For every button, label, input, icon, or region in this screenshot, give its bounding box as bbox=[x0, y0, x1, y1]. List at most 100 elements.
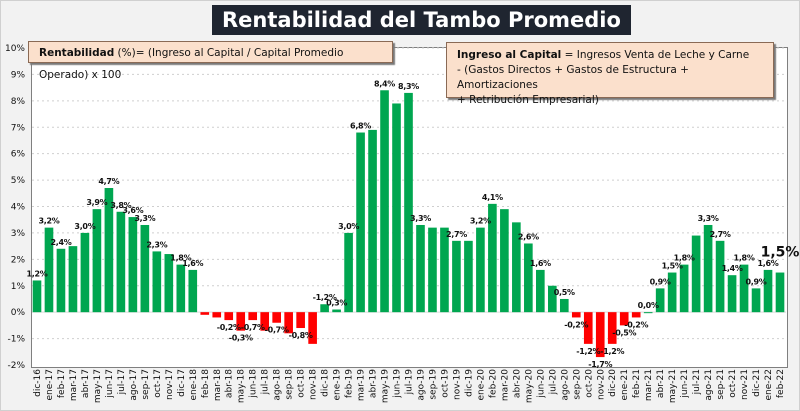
bar-abr-17 bbox=[80, 232, 90, 313]
formula-right-line3: + Retribución Empresarial) bbox=[457, 94, 599, 106]
formula-note-right: Ingreso al Capital = Ingresos Venta de L… bbox=[446, 42, 774, 106]
data-label: 6,8% bbox=[350, 122, 371, 131]
x-tick-label: jun-20 bbox=[536, 369, 546, 399]
x-tick-label: may-19 bbox=[381, 369, 391, 403]
y-tick-label: 10% bbox=[5, 44, 25, 54]
x-tick-label: oct-19 bbox=[440, 369, 450, 398]
data-label: 2,4% bbox=[50, 238, 71, 247]
bar-may-18 bbox=[236, 312, 246, 331]
x-tick-label: jul-18 bbox=[261, 369, 271, 396]
x-tick-label: jun-21 bbox=[680, 369, 690, 399]
data-label: 1,2% bbox=[26, 269, 47, 278]
x-tick-label: may-18 bbox=[237, 369, 247, 403]
x-tick-label: sep-19 bbox=[428, 369, 438, 400]
x-tick-label: nov-19 bbox=[452, 369, 462, 400]
x-tick-label: feb-19 bbox=[345, 369, 355, 398]
data-label: 0,5% bbox=[554, 288, 575, 297]
x-tick-label: feb-20 bbox=[488, 369, 498, 398]
data-label: -1,2% bbox=[313, 293, 337, 302]
bar-sep-17 bbox=[140, 224, 150, 313]
formula-note-left: Rentabilidad (%)= (Ingreso al Capital / … bbox=[28, 41, 393, 81]
y-tick-label: -1% bbox=[7, 335, 25, 345]
bar-abr-18 bbox=[224, 312, 234, 321]
bar-mar-17 bbox=[68, 246, 78, 313]
bar-ene-20 bbox=[476, 227, 485, 313]
x-tick-label: mar-18 bbox=[213, 369, 223, 401]
x-tick-label: sep-21 bbox=[716, 369, 726, 400]
data-labels: 1,2%3,2%2,4%3,0%3,9%4,7%3,8%3,6%3,3%2,3%… bbox=[26, 79, 799, 369]
data-label: 8,3% bbox=[398, 82, 419, 91]
bar-sep-19 bbox=[428, 227, 437, 313]
x-tick-label: ene-22 bbox=[764, 369, 774, 400]
bar-mar-20 bbox=[500, 209, 509, 313]
data-label: 2,6% bbox=[518, 232, 539, 241]
bar-jun-20 bbox=[536, 269, 545, 313]
data-label: 3,3% bbox=[410, 214, 431, 223]
bar-may-17 bbox=[92, 209, 102, 313]
y-tick-label: 8% bbox=[11, 97, 26, 107]
data-label: 1,4% bbox=[722, 264, 743, 273]
data-label: 1,8% bbox=[674, 254, 695, 263]
data-label: 0,3% bbox=[326, 299, 347, 308]
bar-abr-21 bbox=[655, 288, 665, 313]
bar-mar-19 bbox=[356, 132, 365, 313]
bar-jun-21 bbox=[679, 264, 689, 313]
bar-ene-22 bbox=[763, 269, 773, 313]
bar-nov-18 bbox=[308, 312, 317, 344]
data-label: 3,2% bbox=[38, 217, 59, 226]
bar-abr-20 bbox=[512, 222, 521, 313]
data-label: -1,7% bbox=[588, 360, 612, 369]
formula-right-line1: = Ingresos Venta de Leche y Carne bbox=[561, 49, 750, 61]
bar-sep-18 bbox=[284, 312, 293, 334]
x-tick-label: jul-20 bbox=[548, 369, 558, 396]
data-label: 2,7% bbox=[446, 230, 467, 239]
bar-jul-19 bbox=[404, 92, 413, 313]
data-label: 1,8% bbox=[170, 254, 191, 263]
data-label: -0,8% bbox=[289, 331, 313, 340]
bar-abr-19 bbox=[368, 129, 377, 313]
x-tick-label: feb-22 bbox=[776, 369, 786, 398]
x-tick-label: dic-19 bbox=[464, 369, 474, 397]
bar-jun-17 bbox=[104, 188, 114, 313]
x-tick-label: nov-17 bbox=[165, 369, 175, 400]
x-tick-label: ago-18 bbox=[273, 369, 283, 401]
data-label: 3,8% bbox=[110, 201, 131, 210]
bar-ago-21 bbox=[703, 224, 713, 313]
formula-left-bold: Rentabilidad bbox=[39, 47, 115, 59]
bar-jul-20 bbox=[548, 285, 557, 313]
x-tick-label: nov-21 bbox=[740, 369, 750, 400]
x-tick-label: ene-21 bbox=[620, 369, 630, 400]
y-axis-ticks: 10% 9% 8% 7% 6% 5% 4% 3% 2% 1% 0% -1% -2% bbox=[5, 44, 25, 371]
data-label: 4,1% bbox=[482, 193, 503, 202]
y-tick-label: 9% bbox=[11, 70, 26, 80]
data-label: 0,0% bbox=[638, 301, 659, 310]
x-tick-label: ago-19 bbox=[416, 369, 426, 401]
x-tick-label: dic-20 bbox=[608, 369, 618, 397]
x-tick-label: abr-21 bbox=[656, 369, 666, 398]
x-tick-label: dic-18 bbox=[321, 369, 331, 397]
x-tick-label: mar-17 bbox=[69, 369, 79, 401]
bar-ago-20 bbox=[559, 298, 569, 313]
bar-feb-18 bbox=[200, 312, 210, 315]
bar-oct-17 bbox=[152, 251, 162, 313]
x-tick-label: mar-19 bbox=[357, 369, 367, 401]
data-label: 3,0% bbox=[338, 222, 359, 231]
data-label: 0,9% bbox=[650, 277, 671, 286]
bar-ene-17 bbox=[44, 227, 54, 313]
formula-right-bold: Ingreso al Capital bbox=[457, 49, 562, 61]
bar-mar-18 bbox=[212, 312, 222, 318]
x-tick-label: dic-16 bbox=[33, 369, 43, 397]
bar-ene-18 bbox=[188, 269, 198, 313]
data-label: 3,0% bbox=[74, 222, 95, 231]
bar-oct-18 bbox=[296, 312, 305, 329]
data-label: -0,2% bbox=[217, 323, 241, 332]
data-label: 3,9% bbox=[86, 198, 107, 207]
bar-dic-18 bbox=[320, 304, 329, 313]
data-label: 0,9% bbox=[746, 277, 767, 286]
x-tick-label: sep-18 bbox=[285, 369, 295, 400]
bar-may-19 bbox=[380, 90, 389, 313]
data-label: -0,7% bbox=[265, 326, 289, 335]
bar-feb-21 bbox=[631, 312, 641, 318]
x-tick-label: ene-20 bbox=[476, 369, 486, 401]
